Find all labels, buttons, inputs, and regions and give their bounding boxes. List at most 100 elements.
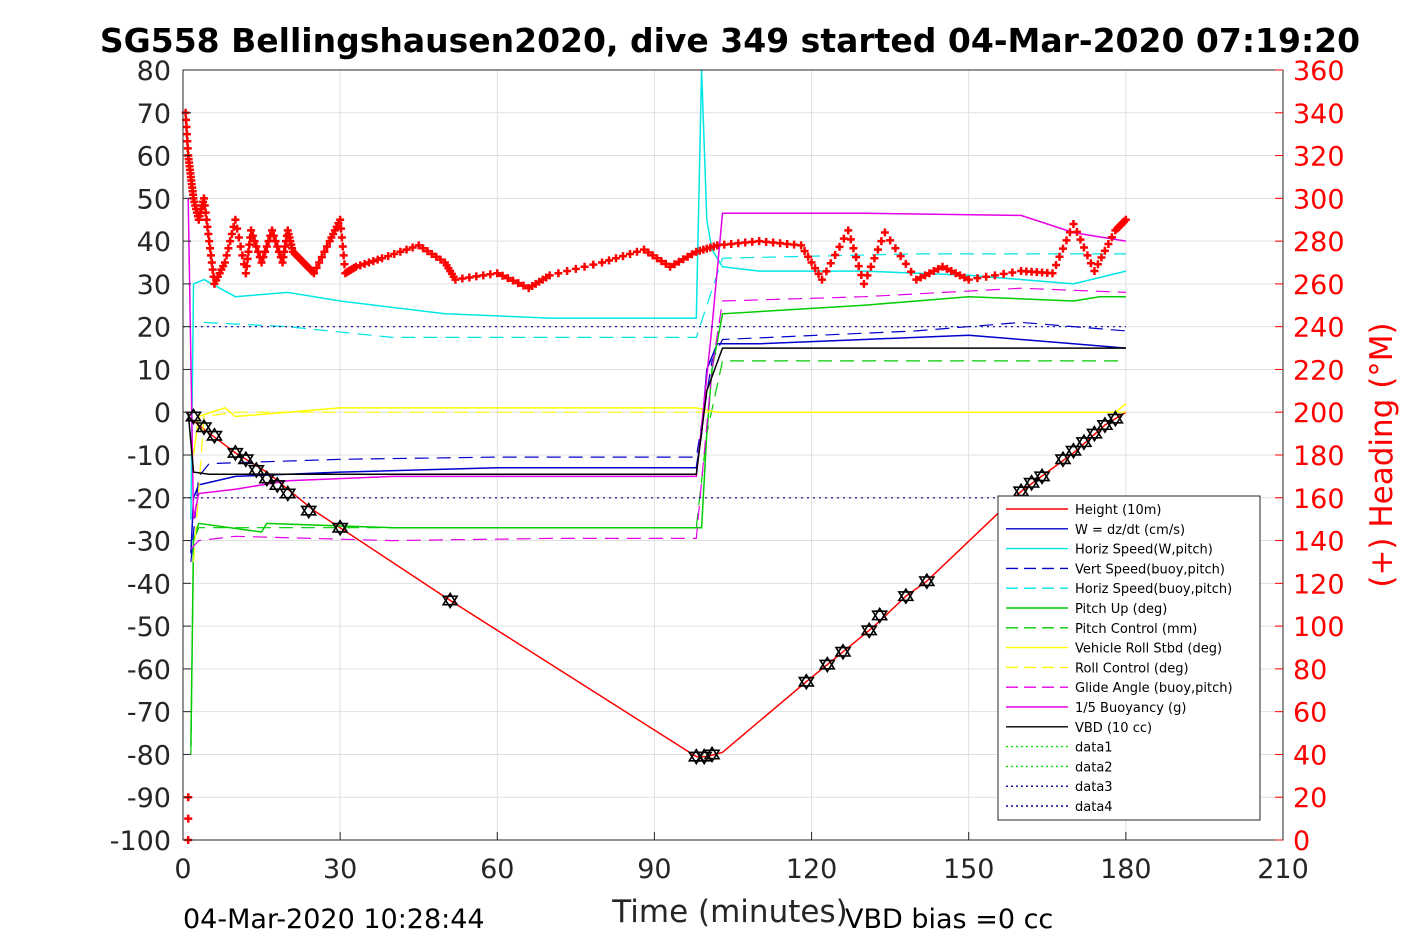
heading-point	[942, 264, 951, 273]
heading-point	[427, 249, 436, 258]
heading-point	[269, 231, 278, 240]
heading-point	[1052, 260, 1061, 269]
heading-point	[921, 271, 930, 280]
heading-point	[336, 215, 345, 224]
y-tick-label: -90	[127, 783, 171, 814]
heading-point	[896, 252, 905, 261]
footer-timestamp: 04-Mar-2020 10:28:44	[183, 904, 485, 935]
heading-point	[204, 229, 213, 238]
heading-point	[268, 226, 277, 235]
heading-point	[545, 271, 554, 280]
heading-point	[432, 252, 441, 261]
marker-triangle-down	[205, 430, 223, 445]
heading-point	[1008, 268, 1017, 277]
y2-tick-label: 160	[1293, 484, 1345, 515]
heading-point	[674, 257, 683, 266]
heading-point	[408, 243, 417, 252]
heading-point	[783, 239, 792, 248]
heading-point	[1059, 244, 1067, 253]
heading-point	[245, 240, 254, 249]
heading-point	[859, 279, 868, 288]
heading-point	[982, 272, 991, 281]
marker-triangle-down	[1065, 445, 1082, 460]
marker-triangle-down	[797, 676, 815, 691]
heading-point	[519, 281, 528, 290]
marker-triangle-up	[1075, 433, 1093, 448]
legend-label-10: 1/5 Buoyancy (g)	[1075, 701, 1186, 716]
heading-point	[1083, 251, 1092, 260]
heading-point	[734, 239, 743, 248]
marker-triangle-up	[918, 572, 936, 587]
x-tick-label: 120	[786, 854, 838, 885]
marker-triangle-up	[818, 656, 836, 670]
y2-tick-label: 320	[1293, 142, 1345, 173]
heading-point	[863, 271, 872, 280]
y-tick-label: 40	[137, 227, 171, 258]
heading-point	[605, 256, 614, 265]
marker-triangle-down	[1012, 486, 1030, 500]
heading-point	[465, 273, 474, 282]
heading-point	[423, 247, 432, 256]
y2-tick-label: 140	[1293, 527, 1345, 558]
series-line-5	[190, 295, 1126, 746]
marker-triangle-up	[897, 587, 915, 602]
heading-point	[800, 247, 809, 256]
heading-point	[1107, 233, 1116, 242]
marker-triangle-down	[918, 576, 936, 590]
heading-point	[479, 271, 488, 280]
heading-point	[589, 260, 598, 269]
heading-point	[762, 237, 771, 246]
series-layer	[183, 69, 1127, 758]
heading-point	[273, 242, 282, 251]
heading-point	[315, 258, 324, 267]
y2-tick-label: 20	[1293, 783, 1327, 814]
heading-point	[854, 262, 863, 271]
heading-point	[612, 254, 621, 263]
heading-point	[1062, 236, 1071, 245]
legend-label-4: Horiz Speed(buoy,pitch)	[1075, 582, 1232, 597]
marker-triangle-up	[185, 407, 202, 422]
y2-tick-label: 260	[1293, 270, 1345, 301]
heading-point	[797, 241, 806, 250]
heading-point	[955, 271, 964, 280]
legend-items: Height (10m) W = dz/dt (cm/s) Horiz Speed(…	[1006, 503, 1233, 815]
heading-point	[206, 244, 215, 253]
heading-point	[741, 238, 750, 247]
heading-point	[807, 258, 816, 267]
y-tick-label: -70	[127, 698, 171, 729]
heading-point	[1121, 215, 1130, 224]
heading-point	[934, 264, 943, 273]
heading-point	[886, 236, 895, 245]
heading-series	[181, 108, 1130, 844]
x-tick-label: 210	[1257, 854, 1309, 885]
heading-point	[238, 251, 247, 260]
heading-point	[554, 269, 563, 278]
heading-outlier	[184, 814, 193, 823]
heading-point	[1093, 260, 1102, 269]
right-axis-label: (+) Heading (°M)	[1364, 322, 1400, 587]
heading-point	[337, 233, 346, 242]
marker-triangle-up	[1096, 416, 1114, 431]
marker-triangle-up	[1085, 425, 1103, 439]
marker-triangle-up	[226, 444, 244, 458]
legend-label-3: Vert Speed(buoy,pitch)	[1075, 562, 1225, 577]
heading-point	[224, 244, 233, 253]
heading-point	[373, 255, 382, 264]
heading-point	[458, 274, 467, 283]
heading-point	[839, 234, 848, 243]
heading-point	[1079, 243, 1088, 252]
heading-point	[960, 273, 969, 282]
series-line-10	[187, 198, 1127, 520]
heading-point	[1069, 220, 1078, 228]
marker-triangle-up	[1106, 410, 1124, 424]
heading-point	[814, 269, 823, 278]
y-tick-label: -30	[127, 527, 171, 558]
heading-point	[912, 275, 921, 284]
y2-tick-label: 100	[1293, 612, 1345, 643]
y2-tick-label: 280	[1293, 227, 1345, 258]
heading-point	[271, 237, 280, 246]
heading-point	[261, 247, 270, 256]
heading-point	[713, 241, 722, 250]
marker-triangle-up	[1065, 442, 1082, 456]
y-tick-label: 60	[137, 142, 171, 173]
